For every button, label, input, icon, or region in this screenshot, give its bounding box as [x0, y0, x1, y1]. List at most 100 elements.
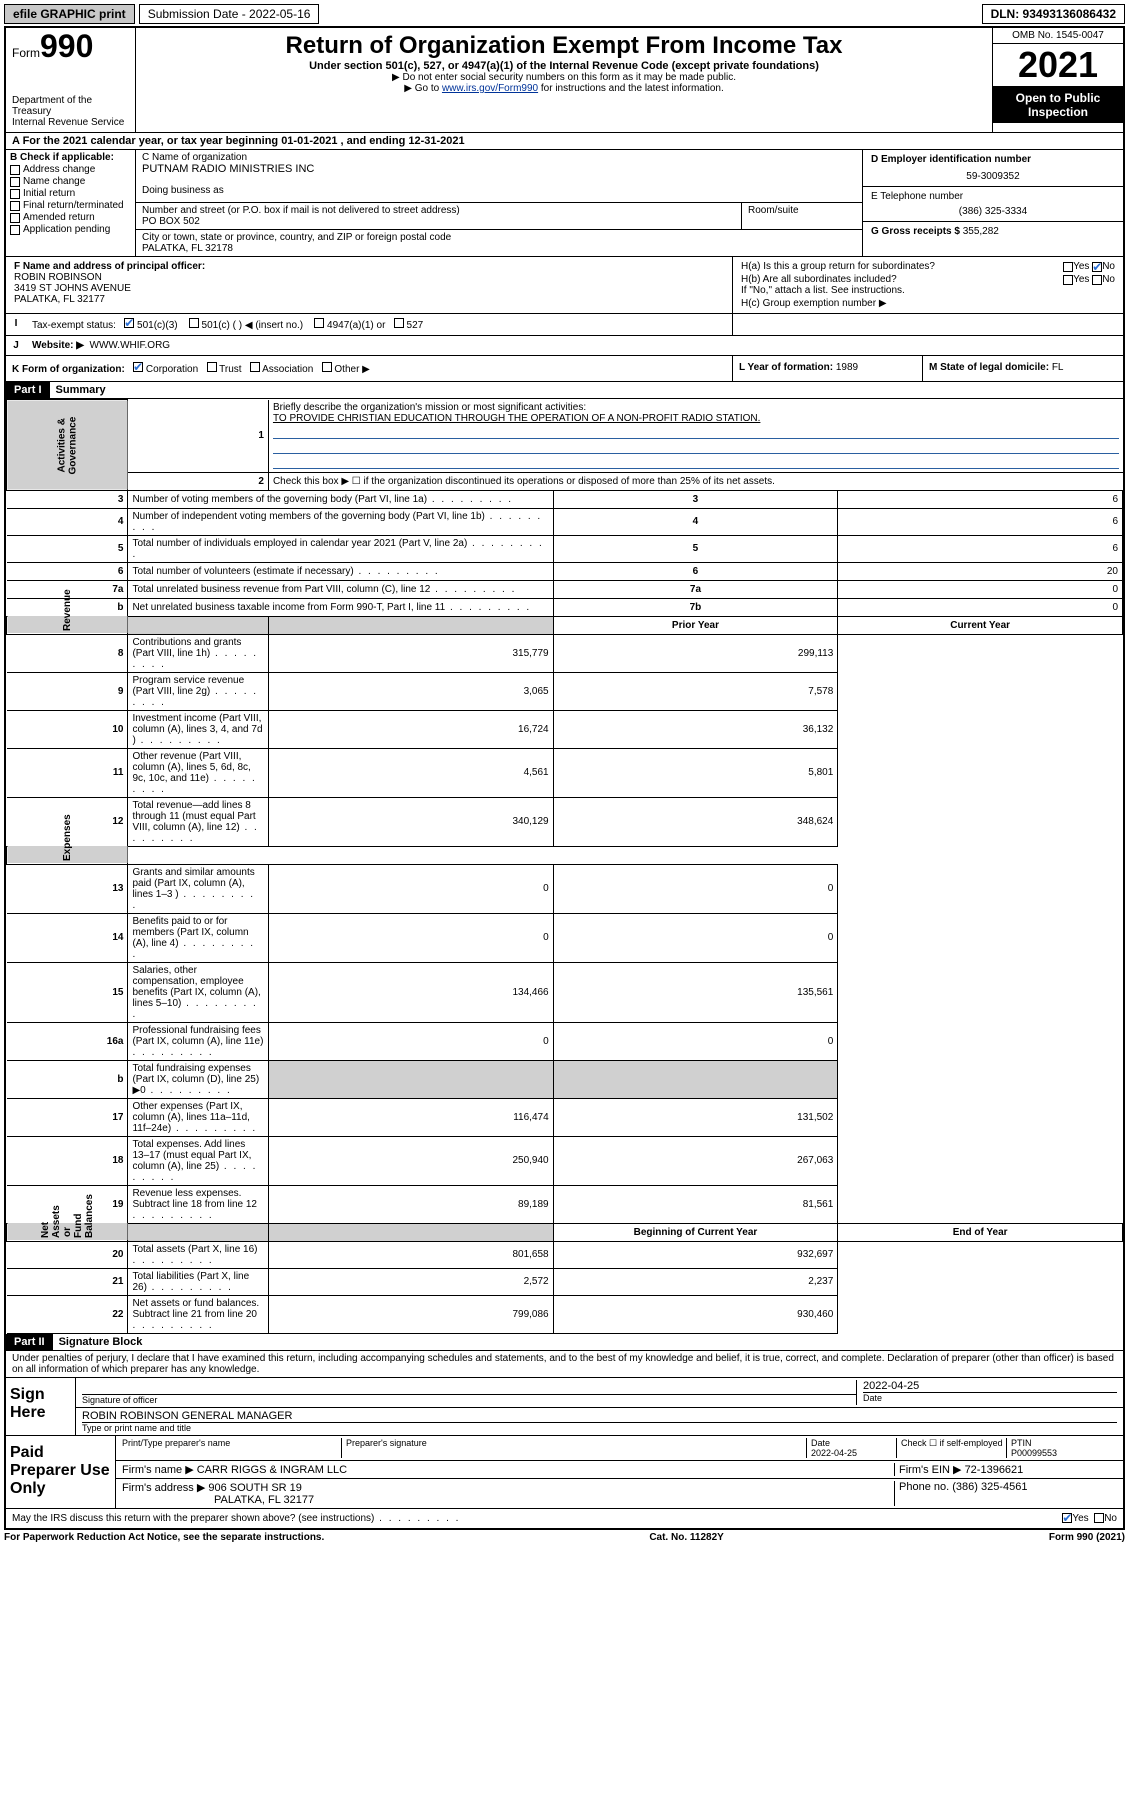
form-subtitle-1: Under section 501(c), 527, or 4947(a)(1)…	[146, 60, 982, 72]
firm-phone: (386) 325-4561	[952, 1481, 1027, 1493]
line-current: 932,697	[553, 1241, 838, 1268]
col-b-checkboxes: B Check if applicable: Address changeNam…	[6, 150, 136, 256]
colb-checkbox[interactable]	[10, 213, 20, 223]
line-prior: 340,129	[268, 797, 553, 846]
line-desc: Salaries, other compensation, employee b…	[128, 962, 269, 1022]
prep-name-label: Print/Type preparer's name	[122, 1438, 342, 1458]
open-public-badge: Open to Public Inspection	[993, 87, 1123, 123]
line-desc: Other expenses (Part IX, column (A), lin…	[128, 1098, 269, 1136]
colb-item: Address change	[23, 164, 95, 175]
corp: Corporation	[146, 364, 198, 375]
firm-ein: 72-1396621	[965, 1464, 1024, 1476]
col-end: End of Year	[838, 1223, 1123, 1241]
website-body: Website: ▶ WWW.WHIF.ORG	[26, 336, 1123, 355]
501c3-checkbox[interactable]	[124, 318, 134, 328]
form-number: 990	[40, 28, 93, 65]
col-b-header: B Check if applicable:	[10, 152, 131, 163]
officer-addr2: PALATKA, FL 32177	[14, 294, 724, 305]
open1: Open to Public	[1016, 91, 1101, 105]
submission-date: Submission Date - 2022-05-16	[139, 4, 320, 24]
colb-checkbox[interactable]	[10, 225, 20, 235]
assoc-checkbox[interactable]	[250, 362, 260, 372]
officer-name: ROBIN ROBINSON	[14, 272, 724, 283]
line-prior: 250,940	[268, 1136, 553, 1185]
trust-checkbox[interactable]	[207, 362, 217, 372]
tel-value: (386) 325-3334	[871, 206, 1115, 217]
irs-label: Internal Revenue Service	[12, 117, 129, 128]
line-current: 0	[553, 913, 838, 962]
line-desc: Total assets (Part X, line 16)	[128, 1241, 269, 1268]
other-checkbox[interactable]	[322, 362, 332, 372]
footer-right: Form 990 (2021)	[1049, 1532, 1125, 1543]
corp-checkbox[interactable]	[133, 362, 143, 372]
officer-name-title: ROBIN ROBINSON GENERAL MANAGER	[82, 1410, 1117, 1422]
firm-addr1: 906 SOUTH SR 19	[208, 1482, 302, 1494]
hc-label: H(c) Group exemption number ▶	[741, 298, 1115, 309]
website-value: WWW.WHIF.ORG	[90, 340, 171, 351]
instructions-link[interactable]: www.irs.gov/Form990	[442, 83, 538, 94]
tel-block: E Telephone number (386) 325-3334	[863, 187, 1123, 222]
colb-item: Amended return	[23, 212, 95, 223]
colb-checkbox[interactable]	[10, 177, 20, 187]
discuss-no-checkbox[interactable]	[1094, 1513, 1104, 1523]
line-current: 299,113	[553, 634, 838, 672]
line-desc: Net assets or fund balances. Subtract li…	[128, 1295, 269, 1333]
line-current: 135,561	[553, 962, 838, 1022]
efile-print-button[interactable]: efile GRAPHIC print	[4, 4, 135, 24]
ha-yes-checkbox[interactable]	[1063, 262, 1073, 272]
no2: No	[1102, 274, 1115, 285]
colb-checkbox[interactable]	[10, 189, 20, 199]
officer-addr1: 3419 ST JOHNS AVENUE	[14, 283, 724, 294]
hb-label: H(b) Are all subordinates included?	[741, 274, 1063, 285]
mission-text: TO PROVIDE CHRISTIAN EDUCATION THROUGH T…	[273, 413, 760, 424]
line-current: 7,578	[553, 672, 838, 710]
line-prior: 134,466	[268, 962, 553, 1022]
ha-label: H(a) Is this a group return for subordin…	[741, 261, 1063, 272]
hb-no-checkbox[interactable]	[1092, 275, 1102, 285]
street-value: PO BOX 502	[142, 216, 735, 227]
line-prior: 2,572	[268, 1268, 553, 1295]
colb-checkbox[interactable]	[10, 201, 20, 211]
line-desc: Number of voting members of the governin…	[128, 490, 553, 508]
discuss-no: No	[1104, 1513, 1117, 1524]
sig-officer-label: Signature of officer	[82, 1394, 856, 1405]
line-value: 6	[838, 535, 1123, 562]
line-desc: Grants and similar amounts paid (Part IX…	[128, 864, 269, 913]
prep-date-label: Date	[811, 1438, 830, 1448]
line-desc: Total unrelated business revenue from Pa…	[128, 580, 553, 598]
dept-label: Department of the Treasury	[12, 95, 129, 117]
ptin-value: P00099553	[1011, 1448, 1057, 1458]
sign-here-block: Sign Here Signature of officer 2022-04-2…	[6, 1378, 1123, 1436]
gross-block: G Gross receipts $ 355,282	[863, 222, 1123, 241]
line-current: 267,063	[553, 1136, 838, 1185]
4947-checkbox[interactable]	[314, 318, 324, 328]
501c: 501(c) ( ) ◀ (insert no.)	[202, 320, 304, 331]
colb-checkbox[interactable]	[10, 165, 20, 175]
side-rev: Revenue	[7, 616, 128, 634]
line-prior: 4,561	[268, 748, 553, 797]
line-current: 348,624	[553, 797, 838, 846]
no1: No	[1102, 261, 1115, 272]
527-checkbox[interactable]	[394, 318, 404, 328]
side-ag: Activities & Governance	[7, 400, 128, 491]
side-nab: Net Assets or Fund Balances	[7, 1223, 128, 1241]
col-curr: Current Year	[838, 616, 1123, 634]
col-d: D Employer identification number 59-3009…	[863, 150, 1123, 256]
line-current: 5,801	[553, 748, 838, 797]
4947: 4947(a)(1) or	[327, 320, 385, 331]
row-i: I Tax-exempt status: 501(c)(3) 501(c) ( …	[6, 314, 1123, 336]
row-a-period: A For the 2021 calendar year, or tax yea…	[6, 133, 1123, 150]
line-current	[553, 1060, 838, 1098]
colb-item: Application pending	[23, 224, 110, 235]
hb-yes-checkbox[interactable]	[1063, 275, 1073, 285]
form-org-label: K Form of organization:	[12, 364, 125, 375]
501c-checkbox[interactable]	[189, 318, 199, 328]
discuss-yes-checkbox[interactable]	[1062, 1513, 1072, 1523]
year-formation-label: L Year of formation:	[739, 362, 836, 373]
footer-left: For Paperwork Reduction Act Notice, see …	[4, 1532, 324, 1543]
room-suite: Room/suite	[742, 203, 862, 229]
firm-addr-label: Firm's address ▶	[122, 1482, 208, 1494]
line-desc: Professional fundraising fees (Part IX, …	[128, 1022, 269, 1060]
street-left: Number and street (or P.O. box if mail i…	[136, 203, 742, 229]
ha-no-checkbox[interactable]	[1092, 262, 1102, 272]
